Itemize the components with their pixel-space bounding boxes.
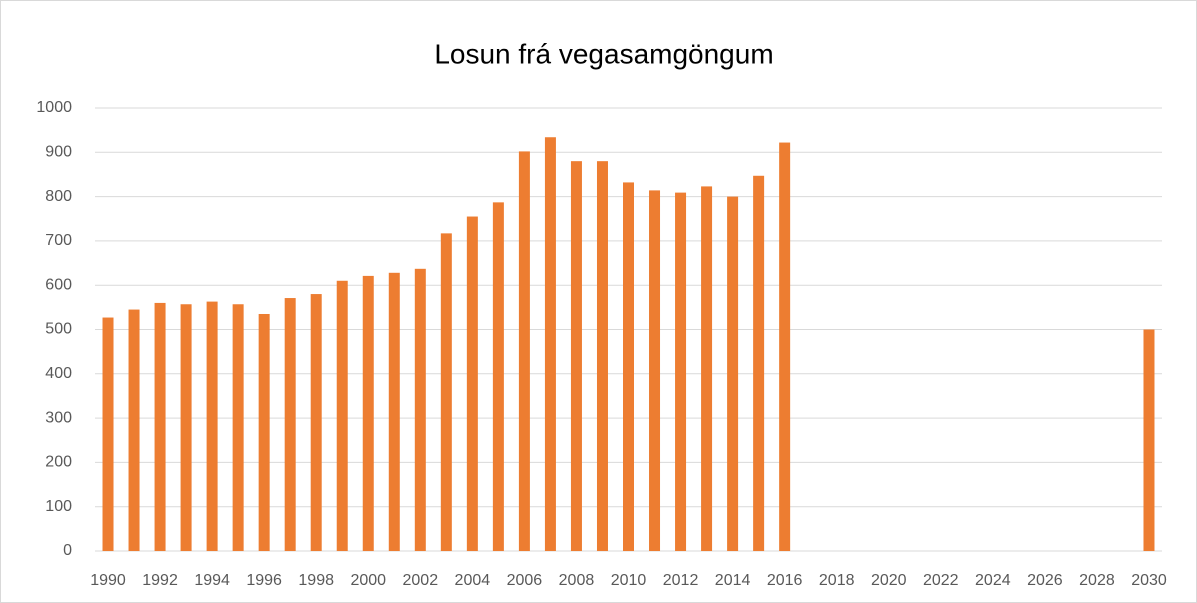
x-tick-label: 2030 [1131,572,1167,589]
bar [310,294,322,551]
x-tick-label: 2008 [559,572,595,589]
bar [623,182,634,551]
y-tick-label: 1000 [36,99,72,116]
bar [154,302,166,551]
bar [779,142,791,551]
bar [414,268,426,551]
x-tick-label: 1994 [194,572,230,589]
y-tick-label: 700 [45,232,72,249]
x-tick-label: 2014 [715,572,751,589]
bar [466,216,478,551]
y-tick-label: 300 [45,409,72,426]
x-tick-label: 2012 [663,572,699,589]
bar [596,161,608,551]
y-tick-label: 900 [45,144,72,161]
x-tick-label: 1996 [246,572,282,589]
x-tick-label: 1998 [298,572,334,589]
x-tick-label: 2002 [403,572,439,589]
bar [232,304,244,551]
x-tick-label: 2016 [767,572,803,589]
x-tick-label: 2010 [611,572,647,589]
y-tick-label: 0 [63,542,72,559]
bar [128,309,140,551]
bar [1143,329,1155,551]
bar [544,137,556,551]
y-tick-label: 200 [45,454,72,471]
bar [206,301,218,551]
bar [727,196,739,551]
bar [570,161,582,551]
x-tick-label: 2028 [1079,572,1115,589]
x-tick-label: 2026 [1027,572,1063,589]
bar [492,202,504,551]
bar [388,272,400,551]
bar [440,233,452,551]
bar [336,280,348,551]
x-tick-label: 2020 [871,572,907,589]
y-tick-label: 100 [45,498,72,515]
x-tick-label: 2000 [350,572,386,589]
y-tick-label: 500 [45,321,72,338]
bar [284,298,296,551]
bar [180,304,192,551]
x-tick-label: 1992 [142,572,178,589]
bar [258,313,270,551]
bar [701,186,713,551]
x-tick-label: 2006 [507,572,543,589]
y-tick-label: 800 [45,188,72,205]
y-tick-label: 600 [45,276,72,293]
y-tick-label: 400 [45,365,72,382]
x-tick-label: 2022 [923,572,959,589]
bar [102,317,114,551]
bar [649,190,661,551]
x-tick-label: 2004 [455,572,491,589]
bar [518,151,530,551]
x-tick-label: 2024 [975,572,1011,589]
x-tick-label: 1990 [90,572,126,589]
bar [753,175,765,552]
bar [675,192,687,551]
x-tick-label: 2018 [819,572,855,589]
chart-title: Losun frá vegasamgöngum [434,38,773,69]
bar [362,275,374,551]
